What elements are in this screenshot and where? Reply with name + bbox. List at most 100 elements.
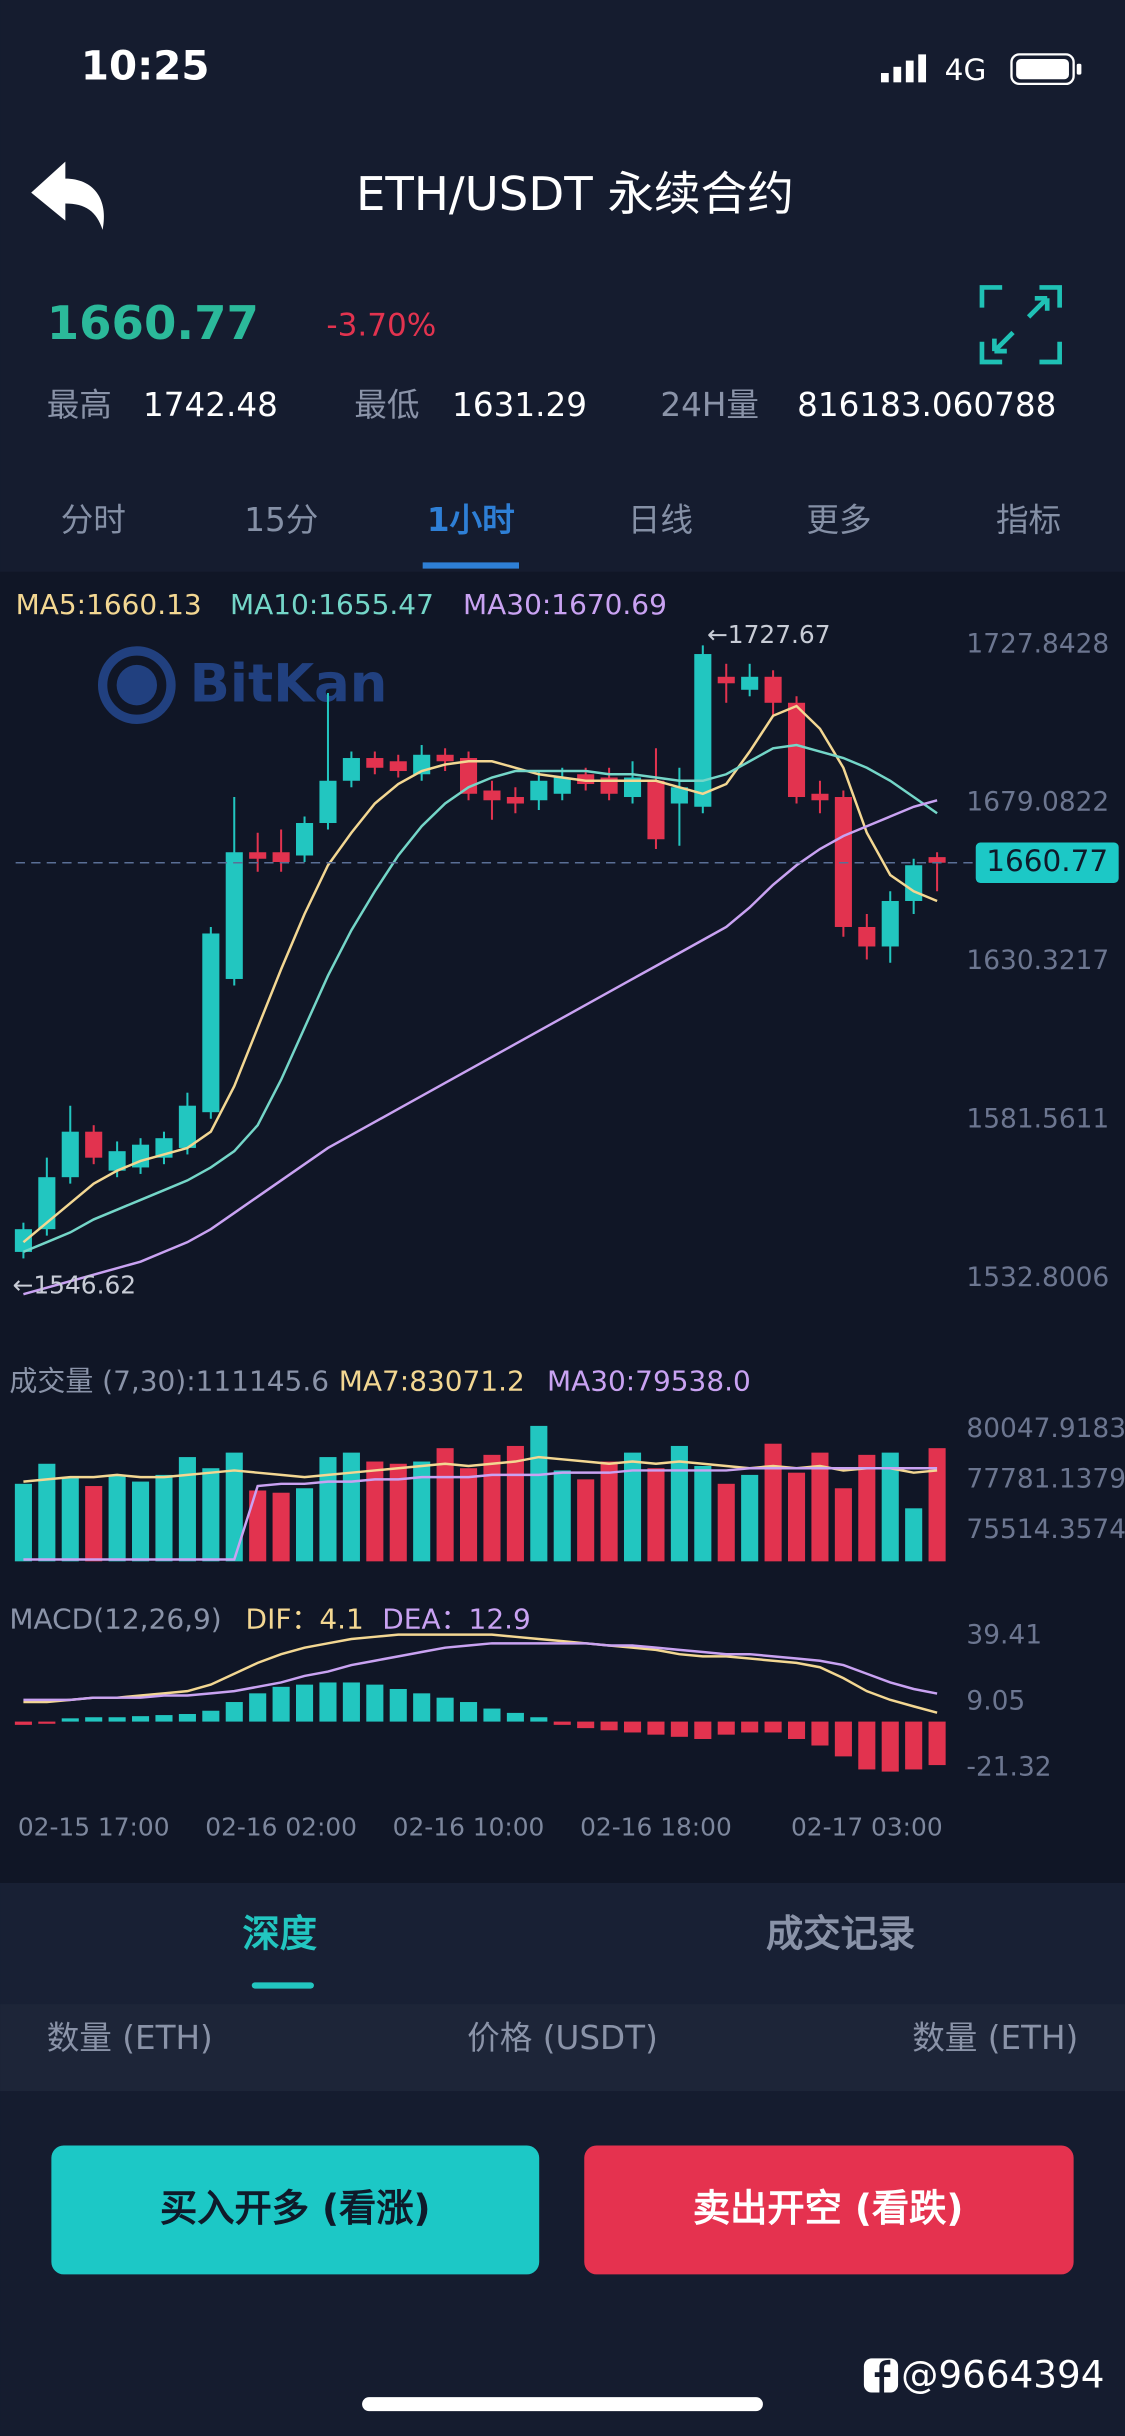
candle-body [436,754,454,762]
price-change: -3.70% [326,307,436,343]
depth-header: 数量 (ETH) [912,2019,1078,2057]
chart-title: MACD(12,26,9) [9,1602,221,1635]
volume-bar [38,1463,56,1562]
volume-bar [249,1490,267,1562]
macd-bar [14,1721,32,1725]
legend-entry: MA7:83071.2 [339,1365,525,1398]
macd-bar [225,1702,243,1722]
macd-bar [577,1721,595,1729]
bottom-tab-indicator [251,1982,314,1989]
macd-bar [296,1684,314,1722]
candle-body [108,1151,126,1171]
volume-bar [225,1452,243,1562]
volume-bar [928,1448,946,1562]
volume-bar [553,1470,571,1562]
macd-bar [506,1712,524,1722]
timeframe-tab[interactable]: 更多 [806,501,871,539]
volume-label: 24H量 [660,386,759,424]
timeframe-tab[interactable]: 指标 [996,501,1061,539]
volume-bar [530,1425,548,1562]
candle-body [389,761,407,772]
home-indicator [362,2397,763,2412]
macd-bar [132,1716,150,1722]
macd-bar [647,1721,665,1735]
candle-body [858,926,876,947]
timeframe-tab[interactable]: 1小时 [427,501,515,539]
macd-bar [319,1682,337,1722]
candle-body [178,1105,196,1148]
volume-bar [577,1479,595,1562]
candle-body [694,654,712,807]
x-tick-label: 02-17 03:00 [791,1813,943,1842]
macd-bar [202,1710,220,1722]
current-price-box [975,842,1119,883]
macd-bar [928,1721,946,1766]
candle-body [577,774,595,785]
volume-bar [858,1454,876,1562]
y-tick-label: 9.05 [966,1685,1025,1716]
sell-button[interactable] [584,2145,1074,2275]
volume-bar [389,1463,407,1562]
y-tick-label: 39.41 [966,1619,1042,1650]
ma-line [23,1642,938,1702]
legend-entry: MA30:79538.0 [547,1365,751,1398]
candle-body [670,787,688,804]
macd-bar [858,1721,876,1770]
legend-entry: DIF：4.1 [246,1602,364,1635]
low-annotation: ←1546.62 [13,1270,137,1299]
timeframe-tab[interactable]: 日线 [628,501,693,539]
fullscreen-button[interactable] [979,285,1062,365]
candle-body [881,900,899,947]
volume-bar [202,1468,220,1562]
ma-line [22,743,938,1254]
macd-bar [459,1702,478,1722]
candle-body [483,790,501,801]
volume-bar [881,1452,899,1562]
volume-bar [132,1481,150,1562]
bottom-tab[interactable]: 成交记录 [766,1911,915,1955]
volume-bar [319,1457,337,1562]
buy-button[interactable] [51,2145,540,2275]
volume-bar [787,1472,806,1562]
depth-header: 价格 (USDT) [467,2019,658,2057]
timeframe-tab[interactable]: 分时 [61,501,126,539]
watermark-logo: BitKan [190,653,388,714]
current-price-label: 1660.77 [986,844,1108,878]
back-button[interactable] [31,161,105,230]
x-tick-label: 02-16 18:00 [580,1813,732,1842]
macd-bar [272,1686,290,1722]
volume-bar [670,1445,688,1562]
network-label: 4G [945,53,987,87]
ma-line [23,1633,938,1714]
legend-entry: MA30:1670.69 [463,588,667,621]
ma-line [23,799,938,1296]
macd-bar [61,1718,79,1722]
macd-bar [178,1713,196,1722]
macd-bar [38,1721,56,1724]
volume-bar [717,1483,735,1562]
bottom-tab[interactable]: 深度 [242,1911,317,1955]
macd-bar [85,1717,103,1722]
volume-bar [834,1488,852,1562]
x-tick-label: 02-15 17:00 [18,1813,170,1842]
candle-body [272,852,290,862]
x-tick-label: 02-16 10:00 [393,1813,545,1842]
page-title: ETH/USDT 永续合约 [356,167,794,221]
macd-bar [155,1715,173,1722]
candle-body [249,852,267,859]
macd-bar [108,1717,126,1722]
macd-bar [834,1721,852,1757]
volume-bar [647,1468,665,1562]
ma-line [22,704,938,1244]
volume-bar [741,1474,759,1562]
active-tab-indicator [422,562,519,569]
volume-bar [178,1457,196,1562]
macd-bar [553,1721,571,1725]
timeframe-tab[interactable]: 15分 [244,501,318,539]
candle-body [225,852,243,979]
candle-body [717,676,735,684]
button-label: 买入开多 (看涨) [160,2186,431,2230]
volume-bar [811,1452,829,1562]
high-label: 最高 [47,386,112,424]
volume-bar [366,1461,384,1562]
